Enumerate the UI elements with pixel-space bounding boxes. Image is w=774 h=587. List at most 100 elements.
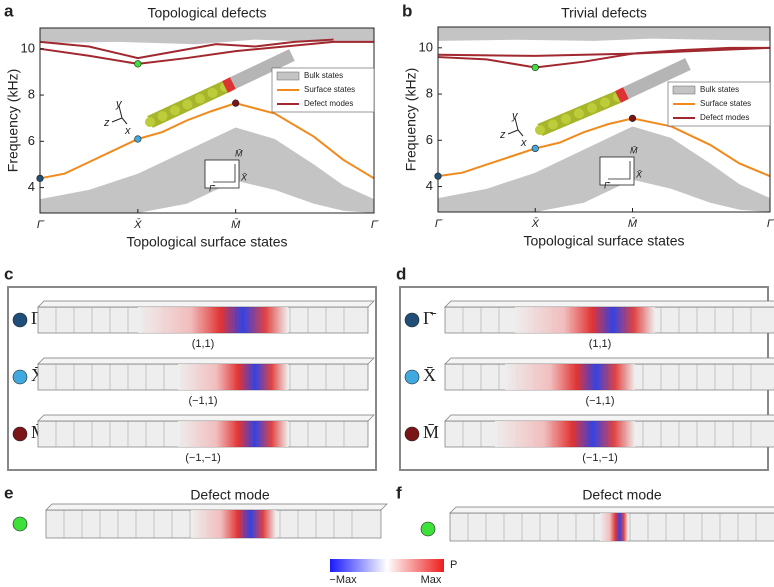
state-caption: (1,1)	[589, 338, 612, 350]
axis-name: x	[520, 137, 527, 149]
curve	[437, 46, 771, 57]
x-tick-label: X̄	[531, 217, 540, 230]
colorbar-quantity: P	[450, 559, 457, 571]
y-axis-label: Frequency (kHz)	[5, 69, 21, 172]
legend-swatch	[672, 85, 696, 95]
x-tick-label: Γ̄	[371, 219, 379, 231]
axis-name: y	[511, 110, 519, 122]
rod-gray	[230, 49, 295, 89]
rod-bead	[157, 111, 168, 122]
x-tick-label: M̄	[231, 218, 241, 231]
state-caption: (−1,1)	[188, 395, 217, 407]
axis-arrow	[507, 129, 519, 135]
y-tick-label: 4	[28, 179, 35, 194]
curve	[437, 46, 770, 69]
y-tick-label: 8	[28, 87, 35, 102]
state-dot	[12, 426, 28, 442]
curve	[39, 102, 375, 180]
state-dot	[12, 369, 28, 385]
rod-field	[191, 510, 276, 538]
bulk-band	[40, 28, 374, 45]
panel-label: d	[396, 264, 406, 283]
x-tick-label: Γ̄	[435, 218, 443, 230]
panel-label: b	[402, 1, 412, 20]
bz-label: M̄	[630, 145, 638, 155]
state-point	[531, 144, 539, 153]
axis-arrow	[111, 117, 123, 123]
rod-field	[138, 307, 288, 333]
state-symbol: Γ̄	[423, 308, 436, 328]
rod-bead	[195, 93, 205, 104]
rod-red	[615, 87, 629, 103]
axis-arrow	[517, 129, 524, 137]
x-tick-label: Γ̄	[767, 218, 774, 230]
bz-path	[213, 164, 236, 183]
bz-label: Γ̄	[209, 183, 216, 193]
chart-title: Topological defects	[147, 5, 266, 21]
legend-label: Defect modes	[304, 99, 353, 108]
rod-bead	[535, 125, 545, 135]
rod-top	[37, 357, 375, 365]
panel-label: e	[4, 483, 13, 502]
state-point	[134, 60, 142, 68]
curve	[437, 117, 771, 178]
plot-frame	[39, 27, 375, 214]
state-point	[134, 135, 142, 143]
bz-path	[608, 161, 631, 180]
mode-dot	[420, 521, 436, 537]
axis-name: z	[499, 129, 506, 141]
state-dot	[12, 312, 28, 328]
panel-label: a	[4, 1, 14, 20]
x-tick-label: X̄	[133, 218, 142, 231]
state-symbol: X̄	[423, 365, 436, 385]
state-point	[232, 99, 240, 107]
rod-bead	[561, 114, 571, 124]
axis-arrow	[121, 117, 128, 125]
rod-top	[45, 503, 388, 511]
state-symbol: M̄	[423, 422, 439, 442]
y-tick-label: 6	[28, 133, 35, 148]
bulk-band	[438, 27, 770, 41]
mode-dot	[12, 516, 28, 532]
legend-label: Bulk states	[304, 71, 343, 80]
colorbar	[330, 559, 444, 572]
bz-label: X̄	[240, 172, 248, 182]
state-point	[628, 114, 637, 122]
y-tick-label: 8	[426, 86, 433, 101]
rod-top	[444, 300, 774, 308]
axis-arrow	[514, 117, 519, 131]
rod-red	[222, 77, 236, 93]
colorbar-min: −Max	[329, 574, 357, 586]
state-point	[36, 174, 44, 182]
rod-bead	[587, 103, 597, 113]
state-caption: (−1,−1)	[582, 452, 617, 464]
bz-square	[599, 156, 635, 186]
y-tick-label: 4	[426, 178, 433, 193]
rod-top	[444, 414, 774, 422]
y-axis-label: Frequency (kHz)	[403, 68, 419, 171]
bz-label: Γ̄	[604, 180, 611, 190]
panel-box	[7, 286, 377, 471]
rod-field	[495, 421, 635, 447]
curve	[39, 38, 334, 60]
legend-label: Surface states	[304, 85, 355, 94]
x-axis-label: Topological surface states	[126, 234, 287, 250]
rod-top	[37, 414, 375, 422]
legend-label: Defect modes	[700, 113, 749, 122]
state-dot	[404, 369, 420, 385]
legend-label: Bulk states	[700, 85, 739, 94]
panel-title: Defect mode	[582, 487, 662, 503]
bz-square	[204, 159, 240, 189]
state-point	[531, 63, 539, 72]
rod-field	[600, 513, 628, 541]
rod-field	[178, 421, 288, 447]
axis-name: z	[103, 117, 110, 129]
rod-field	[505, 364, 635, 390]
rod-bead	[145, 117, 155, 127]
rod-top	[444, 357, 774, 365]
rod-bead	[574, 108, 584, 119]
axis-name: y	[115, 98, 123, 110]
bz-label: X̄	[635, 169, 643, 179]
rod-top	[37, 300, 375, 308]
